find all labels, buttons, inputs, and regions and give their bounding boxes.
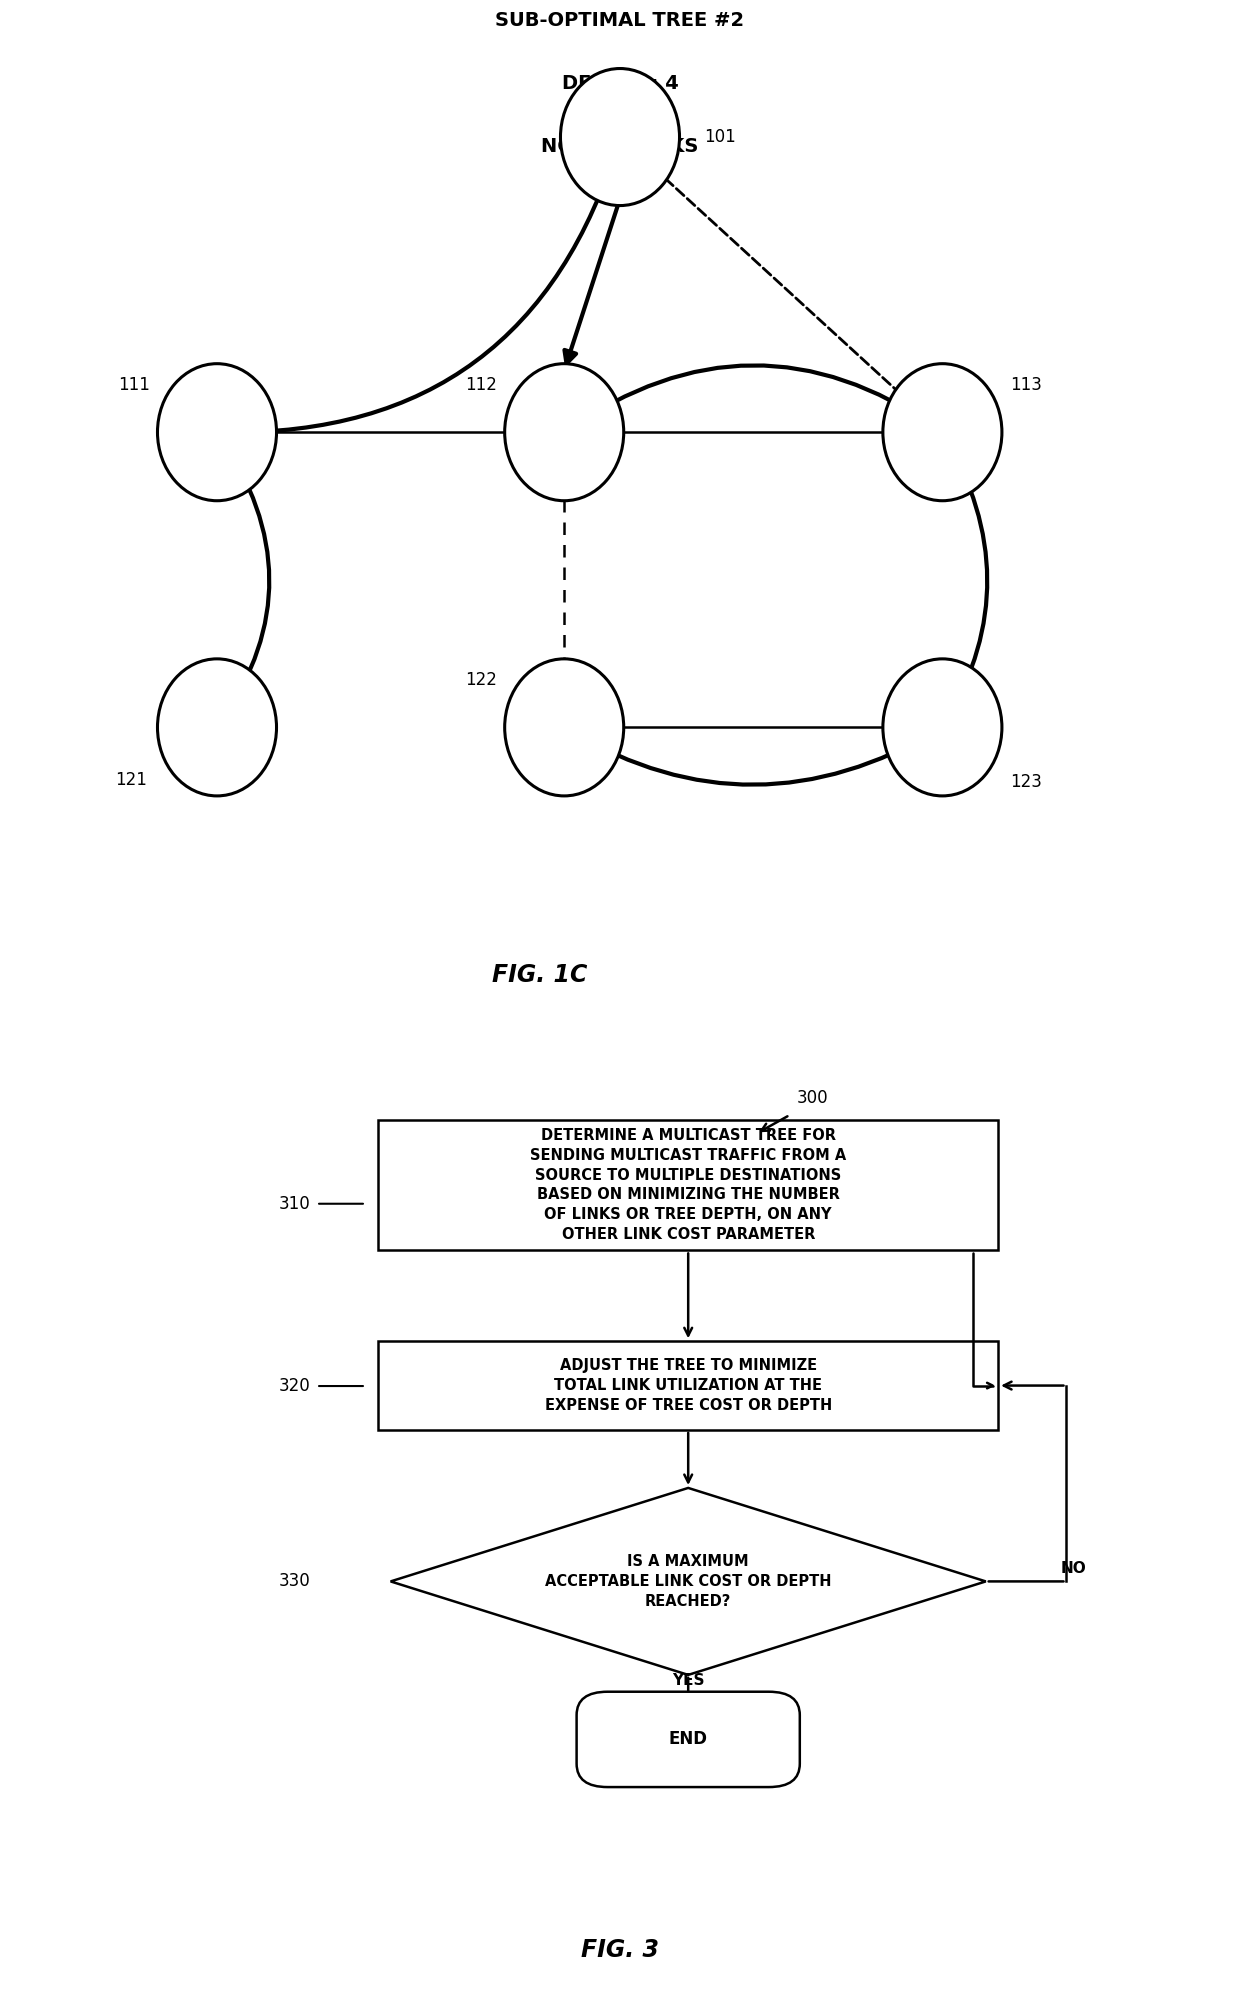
Text: DEPTH = 4: DEPTH = 4 — [562, 74, 678, 93]
FancyBboxPatch shape — [378, 1341, 998, 1430]
Text: 101: 101 — [704, 127, 737, 145]
Text: FIG. 3: FIG. 3 — [582, 1937, 658, 1961]
Text: 300: 300 — [796, 1090, 828, 1108]
Text: DETERMINE A MULTICAST TREE FOR
SENDING MULTICAST TRAFFIC FROM A
SOURCE TO MULTIP: DETERMINE A MULTICAST TREE FOR SENDING M… — [529, 1128, 847, 1241]
Ellipse shape — [157, 658, 277, 796]
FancyArrowPatch shape — [622, 139, 937, 428]
Ellipse shape — [157, 364, 277, 501]
Text: 121: 121 — [115, 772, 148, 790]
Text: 112: 112 — [465, 376, 497, 394]
Text: 310: 310 — [278, 1195, 310, 1213]
Text: SUB-OPTIMAL TREE #2: SUB-OPTIMAL TREE #2 — [496, 10, 744, 30]
Text: ADJUST THE TREE TO MINIMIZE
TOTAL LINK UTILIZATION AT THE
EXPENSE OF TREE COST O: ADJUST THE TREE TO MINIMIZE TOTAL LINK U… — [544, 1358, 832, 1412]
Polygon shape — [391, 1488, 986, 1675]
Text: IS A MAXIMUM
ACCEPTABLE LINK COST OR DEPTH
REACHED?: IS A MAXIMUM ACCEPTABLE LINK COST OR DEP… — [544, 1553, 832, 1609]
FancyArrowPatch shape — [224, 139, 619, 440]
Text: 330: 330 — [278, 1573, 310, 1591]
FancyBboxPatch shape — [378, 1120, 998, 1251]
Text: 122: 122 — [465, 670, 497, 688]
Text: 320: 320 — [278, 1376, 310, 1394]
Ellipse shape — [505, 364, 624, 501]
FancyArrowPatch shape — [564, 201, 619, 364]
Text: 111: 111 — [118, 376, 150, 394]
Ellipse shape — [883, 364, 1002, 501]
FancyArrowPatch shape — [218, 434, 269, 722]
FancyArrowPatch shape — [570, 728, 940, 786]
Ellipse shape — [883, 658, 1002, 796]
Text: NO: NO — [1060, 1561, 1086, 1575]
Text: 113: 113 — [1011, 376, 1043, 394]
Text: YES: YES — [672, 1673, 704, 1689]
Ellipse shape — [560, 68, 680, 205]
Text: 123: 123 — [1011, 774, 1043, 792]
FancyArrowPatch shape — [944, 434, 987, 720]
Text: NO HOT LINKS: NO HOT LINKS — [542, 137, 698, 155]
Text: END: END — [668, 1730, 708, 1748]
FancyBboxPatch shape — [577, 1693, 800, 1786]
FancyArrowPatch shape — [567, 366, 936, 432]
Ellipse shape — [505, 658, 624, 796]
Text: FIG. 1C: FIG. 1C — [492, 963, 587, 987]
